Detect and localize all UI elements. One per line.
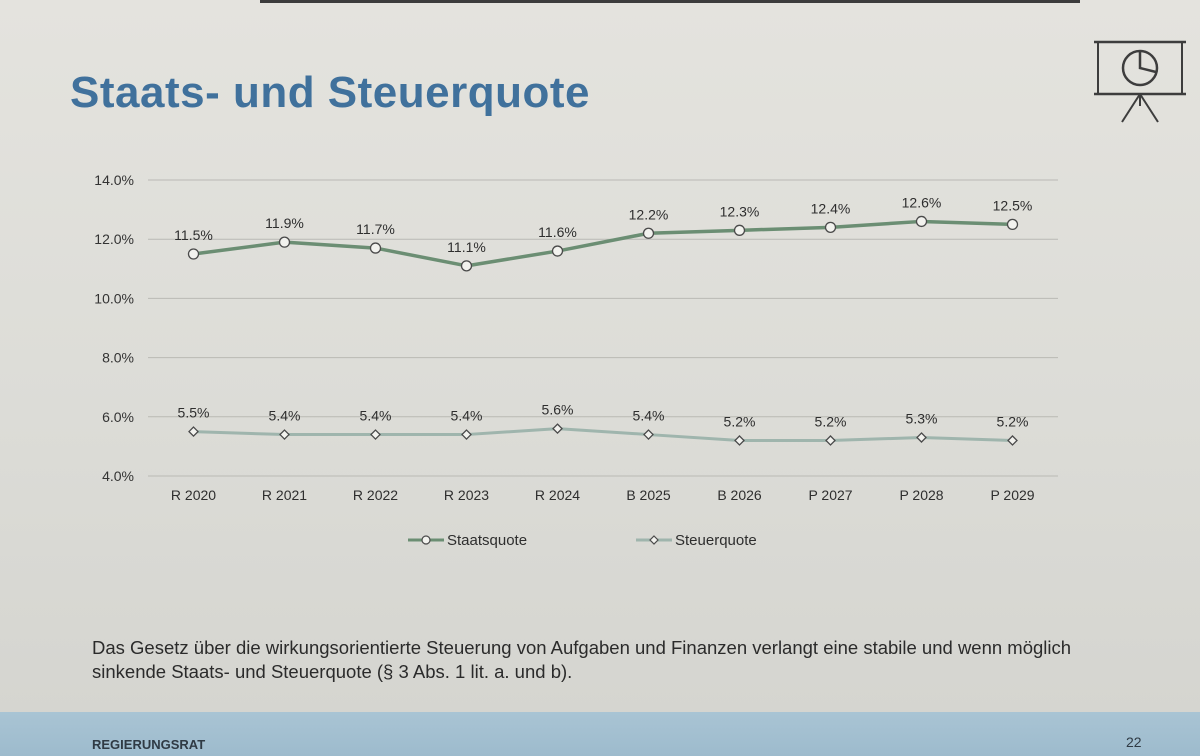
x-tick-label: R 2021	[262, 487, 307, 503]
data-point-steuerquote	[370, 429, 381, 440]
y-tick-label: 12.0%	[94, 231, 134, 247]
data-point-steuerquote	[1007, 435, 1018, 446]
legend-label-steuerquote: Steuerquote	[675, 531, 757, 549]
data-point-steuerquote	[552, 423, 563, 435]
data-point-staatsquote	[187, 248, 200, 260]
data-point-staatsquote	[824, 221, 837, 234]
series-line-staatsquote	[193, 219, 1013, 268]
page-number: 22	[1126, 734, 1142, 750]
legend-circle-marker-icon	[408, 535, 444, 545]
y-tick-label: 14.0%	[94, 172, 134, 188]
data-label-staatsquote: 12.2%	[629, 206, 669, 222]
data-label-steuerquote: 5.4%	[633, 408, 665, 424]
x-tick-label: P 2029	[990, 487, 1034, 503]
series-line-steuerquote	[193, 427, 1013, 442]
data-label-staatsquote: 11.5%	[174, 227, 213, 243]
data-point-staatsquote	[369, 242, 382, 254]
data-point-staatsquote	[460, 260, 473, 272]
data-label-staatsquote: 11.1%	[447, 239, 486, 255]
data-label-steuerquote: 5.3%	[906, 411, 938, 427]
x-tick-label: R 2024	[535, 487, 580, 503]
chart-legend: Staatsquote Steuerquote	[408, 528, 828, 552]
quote-line-chart: 4.0% 6.0% 8.0% 10.0% 12.0% 14.0% R 2020 R 2021 R…	[94, 172, 1058, 503]
footer-label: REGIERUNGSRAT	[92, 737, 206, 752]
top-border-line	[260, 0, 1080, 3]
legal-note-text: Das Gesetz über die wirkungsorientierte …	[92, 637, 1072, 682]
x-tick-label: B 2025	[626, 487, 671, 503]
data-label-steuerquote: 5.6%	[542, 402, 574, 418]
data-point-steuerquote	[279, 429, 290, 440]
data-label-staatsquote: 11.9%	[265, 215, 304, 231]
x-tick-label: P 2028	[899, 487, 943, 503]
data-label-steuerquote: 5.4%	[360, 408, 392, 424]
data-point-staatsquote	[551, 245, 564, 257]
x-tick-label: R 2023	[444, 487, 489, 503]
legend-item-steuerquote: Steuerquote	[636, 528, 757, 552]
data-label-staatsquote: 11.6%	[538, 224, 577, 240]
legend-label-staatsquote: Staatsquote	[447, 531, 528, 549]
legend-diamond-marker-icon	[636, 535, 672, 545]
data-label-steuerquote: 5.2%	[815, 413, 847, 429]
y-tick-label: 8.0%	[102, 350, 134, 366]
data-label-staatsquote: 12.5%	[993, 197, 1033, 213]
presentation-pie-chart-icon	[1094, 40, 1186, 123]
legend-item-staatsquote: Staatsquote	[408, 528, 527, 552]
data-label-steuerquote: 5.5%	[178, 405, 210, 421]
data-label-staatsquote: 12.3%	[720, 203, 760, 219]
data-point-steuerquote	[825, 435, 836, 446]
data-point-staatsquote	[1006, 218, 1019, 231]
data-point-steuerquote	[188, 426, 199, 438]
y-tick-label: 4.0%	[102, 468, 134, 484]
data-point-steuerquote	[461, 429, 472, 440]
data-point-staatsquote	[642, 227, 655, 239]
data-label-steuerquote: 5.2%	[997, 413, 1029, 429]
data-label-steuerquote: 5.2%	[724, 413, 756, 429]
data-label-steuerquote: 5.4%	[451, 408, 483, 424]
data-label-staatsquote: 12.4%	[811, 200, 851, 216]
data-label-staatsquote: 12.6%	[902, 194, 942, 210]
data-point-steuerquote	[643, 429, 654, 440]
footer-band	[0, 712, 1200, 756]
y-tick-label: 10.0%	[94, 290, 134, 306]
x-tick-label: B 2026	[717, 487, 762, 503]
data-point-steuerquote	[734, 435, 745, 446]
y-tick-label: 6.0%	[102, 409, 134, 425]
data-point-staatsquote	[278, 236, 291, 248]
x-tick-label: R 2022	[353, 487, 398, 503]
x-tick-label: P 2027	[808, 487, 852, 503]
data-point-staatsquote	[733, 224, 746, 236]
data-label-staatsquote: 11.7%	[356, 221, 395, 237]
slide-title: Staats- und Steuerquote	[70, 68, 590, 117]
data-point-steuerquote	[916, 432, 927, 443]
data-point-staatsquote	[915, 215, 928, 228]
data-label-steuerquote: 5.4%	[269, 408, 301, 424]
x-tick-label: R 2020	[171, 487, 216, 503]
